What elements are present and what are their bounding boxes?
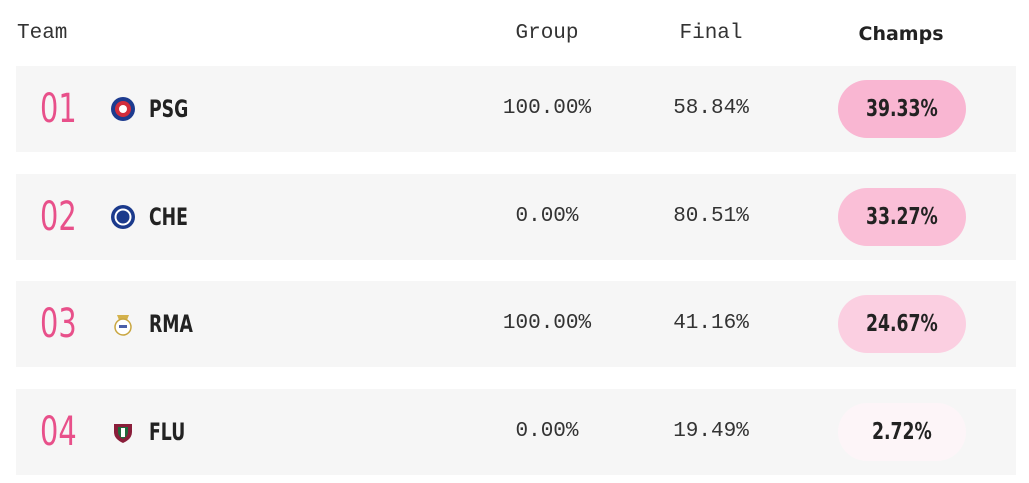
team-name: PSG <box>149 95 189 123</box>
group-pct: 0.00% <box>515 420 579 443</box>
champs-pct: 24.67% <box>866 311 938 337</box>
team-name: FLU <box>149 418 186 446</box>
champs-pill: 2.72% <box>838 403 966 461</box>
header-final: Final <box>679 22 743 45</box>
champs-pct: 39.33% <box>866 96 938 122</box>
group-pct: 100.00% <box>502 312 592 335</box>
group-pct: 0.00% <box>515 205 579 228</box>
rank: 03 <box>40 301 77 347</box>
header-team: Team <box>17 22 68 45</box>
team-name: CHE <box>149 203 188 231</box>
final-pct: 58.84% <box>673 97 749 120</box>
team-row[interactable]: 04 FLU 0.00% 19.49% 2.72% <box>16 389 1016 475</box>
header-group: Group <box>515 22 579 45</box>
rank: 01 <box>40 86 77 132</box>
header-champs: Champs <box>858 23 944 45</box>
champs-pct: 2.72% <box>872 419 932 445</box>
final-pct: 80.51% <box>673 205 749 228</box>
team-crest <box>111 97 135 121</box>
team-name: RMA <box>149 310 193 338</box>
team-crest <box>114 424 132 443</box>
team-row[interactable]: 03 RMA 100.00% 41.16% 24.67% <box>16 281 1016 367</box>
champs-pill: 39.33% <box>838 80 966 138</box>
champs-pill: 33.27% <box>838 188 966 246</box>
rank: 04 <box>40 409 77 455</box>
final-pct: 41.16% <box>673 312 749 335</box>
team-crest <box>111 205 135 229</box>
rank: 02 <box>40 194 77 240</box>
champs-pill: 24.67% <box>838 295 966 353</box>
group-pct: 100.00% <box>502 97 592 120</box>
team-crest <box>114 315 132 336</box>
champs-pct: 33.27% <box>866 204 938 230</box>
final-pct: 19.49% <box>673 420 749 443</box>
team-row[interactable]: 02 CHE 0.00% 80.51% 33.27% <box>16 174 1016 260</box>
team-row[interactable]: 01 PSG 100.00% 58.84% 39.33% <box>16 66 1016 152</box>
